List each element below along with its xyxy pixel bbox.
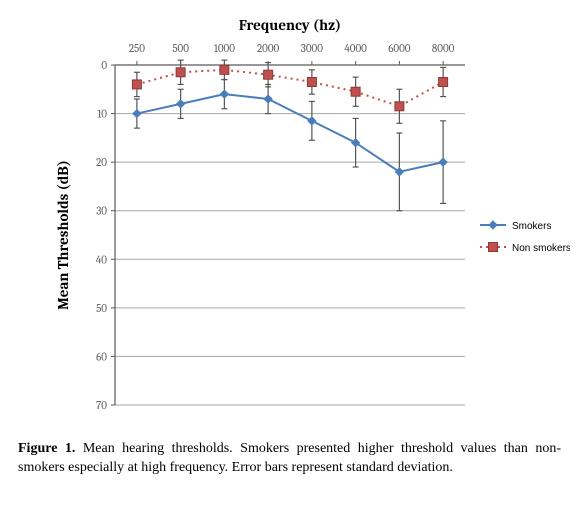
marker-diamond [220,90,228,98]
caption-label: Figure 1. [18,441,75,456]
marker-diamond [439,158,447,166]
marker-square [220,65,229,74]
y-tick-label: 50 [96,302,107,315]
marker-square [489,243,498,252]
caption-text: Mean hearing thresholds. Smokers present… [18,441,561,475]
marker-square [351,87,360,96]
chart-svg: Frequency (hz)25050010002000300040006000… [10,10,570,430]
y-tick-label: 70 [96,399,107,412]
chart-area: Frequency (hz)25050010002000300040006000… [10,10,570,430]
x-tick-label: 3000 [301,42,323,55]
x-tick-label: 4000 [344,42,367,55]
marker-square [264,70,273,79]
legend-label: Smokers [512,221,551,232]
x-tick-label: 500 [172,42,189,55]
x-tick-label: 250 [129,42,145,55]
y-tick-label: 30 [96,205,107,218]
y-tick-label: 10 [97,108,107,121]
x-tick-label: 1000 [214,42,235,55]
marker-diamond [133,110,141,118]
marker-square [307,78,316,87]
y-tick-label: 60 [96,350,107,363]
marker-square [132,80,141,89]
legend-label: Non smokers [512,243,570,254]
marker-diamond [264,95,272,103]
marker-square [439,78,448,87]
x-tick-label: 6000 [388,42,411,55]
figure-caption: Figure 1. Mean hearing thresholds. Smoke… [10,430,569,478]
x-tick-label: 2000 [257,42,280,55]
marker-diamond [177,100,185,108]
y-tick-label: 20 [96,156,107,169]
y-tick-label: 0 [101,59,107,72]
marker-diamond [308,117,316,125]
y-axis-label: Mean Thresholds (dB) [54,160,72,310]
marker-diamond [489,221,497,229]
chart-title: Frequency (hz) [239,16,341,34]
x-tick-label: 8000 [432,42,455,55]
marker-square [395,102,404,111]
marker-square [176,68,185,77]
y-tick-label: 40 [96,253,107,266]
